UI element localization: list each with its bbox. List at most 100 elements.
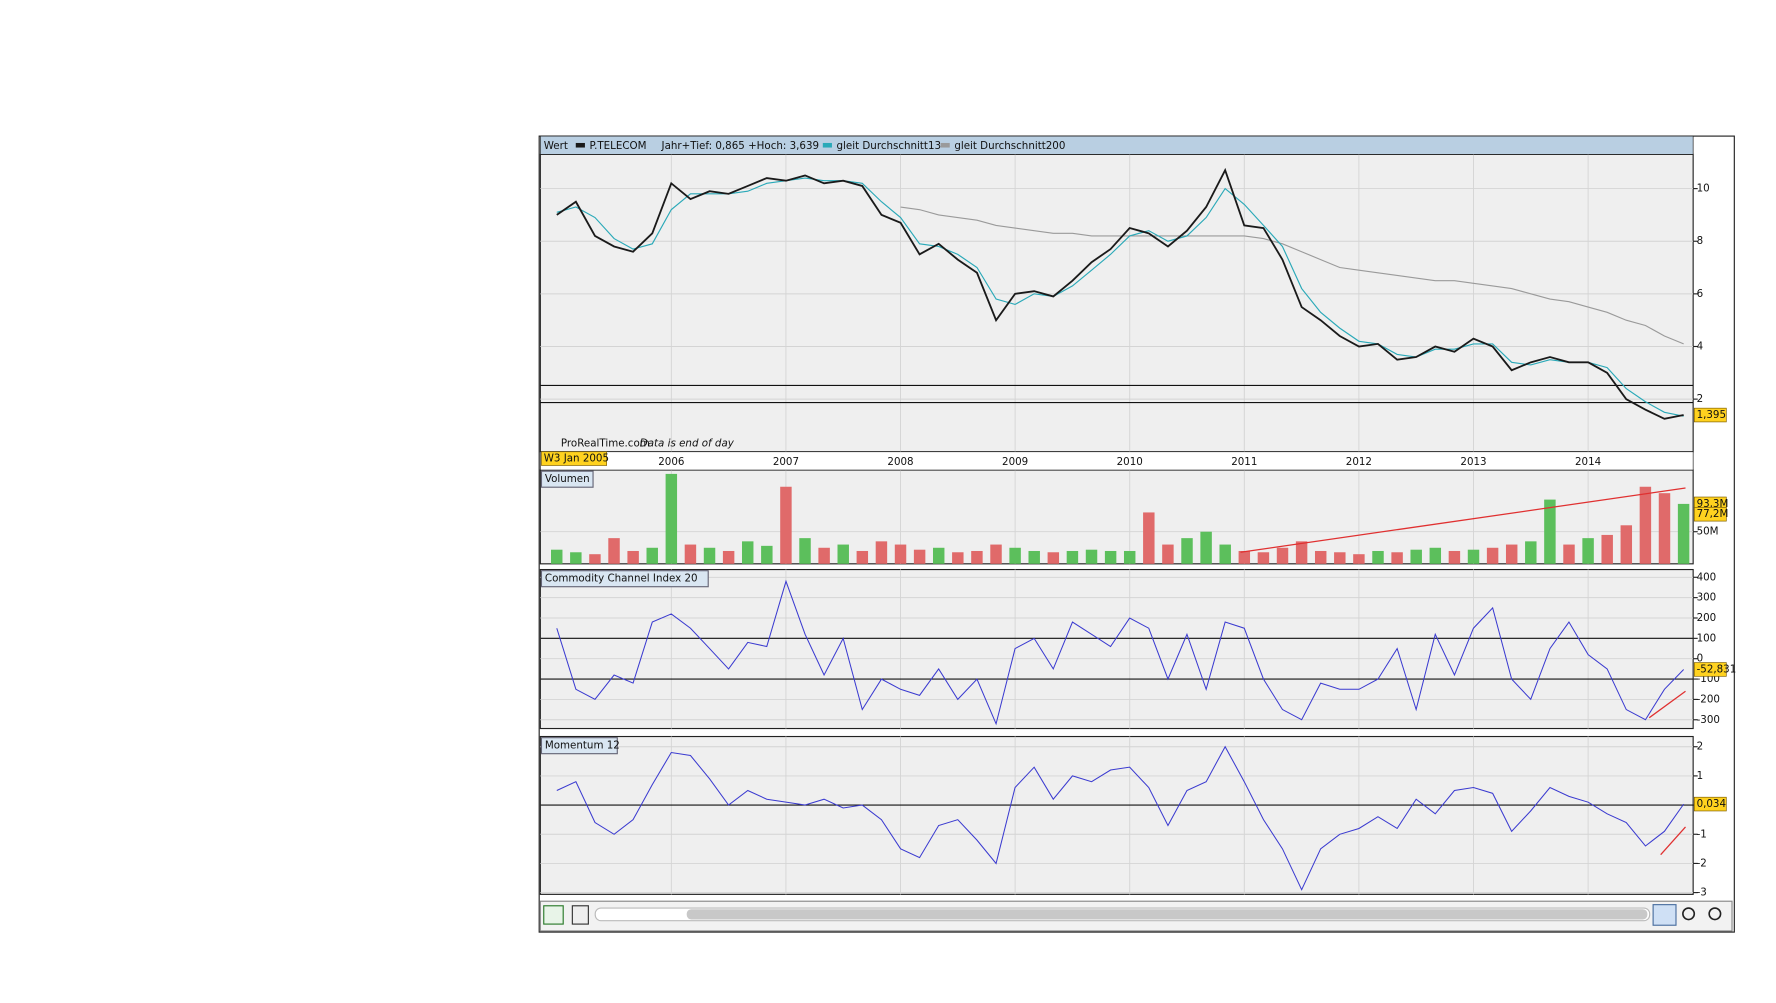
tool-icon[interactable]	[543, 905, 564, 925]
volume-bar	[741, 541, 754, 564]
y-tick-label: 300	[1697, 592, 1717, 604]
trend-line	[1660, 826, 1686, 856]
last-value-label: 1,395	[1697, 409, 1726, 421]
volume-bar	[1563, 544, 1575, 564]
y-tick-label: -100	[1697, 673, 1720, 685]
volume-bar	[1620, 525, 1633, 564]
y-tick-label: 1	[1697, 770, 1704, 782]
legend-swatch	[940, 142, 950, 148]
series-line	[556, 745, 1685, 891]
panel-title: Momentum 12	[545, 740, 620, 752]
volume-bar	[761, 545, 773, 564]
volume-bar	[1601, 534, 1613, 564]
volume-bar	[1143, 512, 1155, 564]
trend-line	[1648, 690, 1686, 719]
volume-bar	[1181, 538, 1193, 564]
volume-bar	[971, 550, 983, 564]
volume-bar	[894, 544, 907, 564]
volume-bar	[1582, 538, 1594, 564]
series-line	[556, 177, 1684, 417]
y-tick-label: 0	[1697, 653, 1704, 665]
volume-bar	[589, 554, 601, 564]
series-line	[556, 579, 1685, 726]
volume-bar	[1467, 549, 1480, 564]
y-tick-label: 8	[1697, 235, 1704, 247]
trend-line	[1240, 487, 1686, 553]
volume-bar	[1257, 552, 1270, 564]
x-tick-label: 2010	[1117, 456, 1143, 468]
volume-bar	[703, 547, 716, 564]
zoom-in[interactable]	[1708, 907, 1722, 921]
scroll-thumb[interactable]	[686, 909, 1648, 920]
y-tick-label: 2	[1697, 741, 1704, 753]
volume-bar	[780, 486, 792, 564]
legend-label: gleit Durchschnitt200	[954, 140, 1065, 152]
last-value-label-box	[1693, 407, 1727, 423]
volume-bar	[1162, 544, 1174, 564]
volume-bar	[837, 544, 849, 564]
legend-label: gleit Durchschnitt13	[837, 140, 942, 152]
x-tick-label: 2008	[887, 456, 913, 468]
volume-bar	[1505, 544, 1518, 564]
volume-bar	[1219, 544, 1231, 564]
legend-swatch	[575, 142, 585, 148]
volume-bar	[646, 547, 658, 564]
y-tick-label: -3	[1697, 887, 1707, 899]
y-tick-label: -1	[1697, 828, 1707, 840]
plot-area	[539, 469, 1694, 565]
volume-bar	[1085, 549, 1098, 564]
volume-bar	[932, 547, 945, 564]
volume-bar	[551, 549, 563, 564]
volume-bar	[1200, 531, 1212, 564]
series-line	[900, 206, 1684, 345]
x-tick-label: 2006	[658, 456, 684, 468]
volume-bar	[1276, 547, 1289, 564]
volume-bar	[1047, 552, 1060, 564]
volume-bar	[1677, 503, 1690, 564]
zoom-out[interactable]	[1682, 907, 1696, 921]
panel-header	[540, 470, 594, 488]
marker-label: 93,3M	[1697, 498, 1729, 510]
plot-area	[539, 735, 1694, 895]
x-tick-label: 2013	[1460, 456, 1486, 468]
panel-header	[540, 737, 618, 755]
last-value-label: -52,831	[1697, 663, 1737, 675]
volume-bar	[1104, 550, 1117, 564]
volume-bar	[799, 538, 811, 564]
x-tick-label: 2007	[773, 456, 799, 468]
zoom-tool[interactable]	[1652, 904, 1677, 926]
volume-bar	[1658, 493, 1671, 564]
volume-bar	[1410, 549, 1422, 564]
panel-title: Volumen	[545, 473, 590, 485]
x-tick-label: 2012	[1346, 456, 1372, 468]
volume-bar	[1486, 547, 1499, 564]
toolbar	[539, 900, 1733, 932]
volume-bar	[1295, 541, 1308, 564]
panel-title: Wert	[544, 140, 568, 152]
volume-bar	[1066, 550, 1079, 564]
start-label: W3 Jan 2005	[544, 453, 609, 465]
plot-area	[539, 568, 1694, 730]
tool-icon[interactable]	[571, 905, 589, 925]
last-value-label: 0,034	[1697, 798, 1726, 810]
volume-bar	[1429, 547, 1442, 564]
volume-bar	[856, 550, 869, 564]
header-bar	[539, 135, 1694, 155]
volume-bar	[608, 538, 620, 564]
volume-bar	[952, 552, 964, 564]
x-axis-strip	[539, 451, 1694, 471]
volume-bar	[1028, 550, 1040, 564]
marker-label-box	[1693, 507, 1727, 522]
plot-area	[539, 153, 1694, 453]
y-tick-label: 2	[1697, 393, 1704, 405]
volume-bar	[722, 550, 735, 564]
volume-bar	[1334, 552, 1346, 564]
volume-bar	[1448, 550, 1461, 564]
note: Data is end of day	[640, 438, 735, 450]
volume-bar	[875, 541, 888, 564]
volume-bar	[1009, 547, 1021, 564]
last-value-label-box	[1693, 662, 1727, 677]
legend-swatch	[822, 142, 832, 148]
volume-bar	[1123, 550, 1136, 564]
